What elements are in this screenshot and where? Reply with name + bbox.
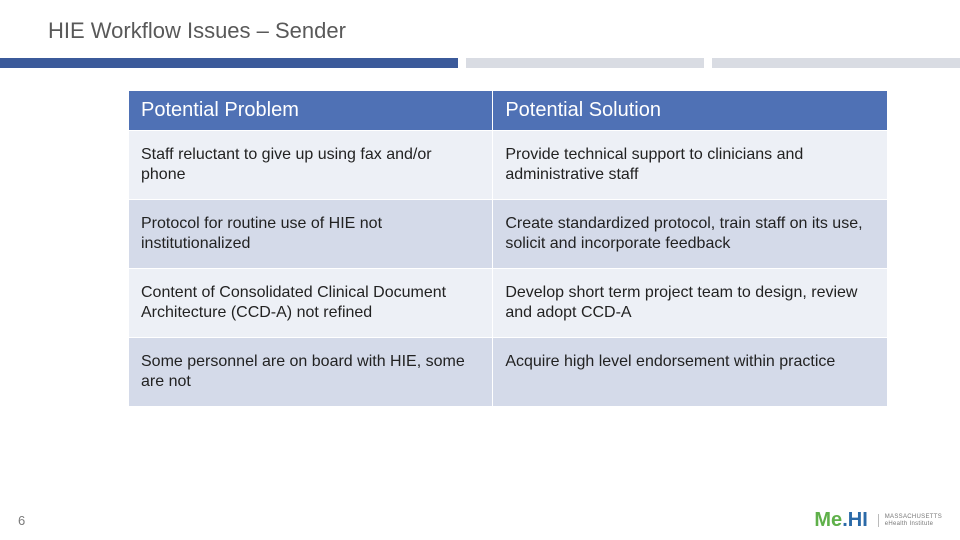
logo-subtitle: MASSACHUSETTS eHealth Institute [878,514,942,527]
footer-logos: Me.HI MASSACHUSETTS eHealth Institute [814,509,942,532]
slide-number: 6 [18,513,25,528]
table-header-problem: Potential Problem [129,91,493,131]
issues-table: Potential Problem Potential Solution Sta… [128,90,888,407]
slide-title: HIE Workflow Issues – Sender [48,18,960,44]
table-header-solution: Potential Solution [493,91,888,131]
title-area: HIE Workflow Issues – Sender [0,0,960,44]
mehi-logo: Me.HI [814,509,867,532]
table-row: Content of Consolidated Clinical Documen… [129,269,888,338]
table-row: Protocol for routine use of HIE not inst… [129,200,888,269]
table-header-row: Potential Problem Potential Solution [129,91,888,131]
logo-text-hi: HI [848,509,868,532]
cell-solution: Acquire high level endorsement within pr… [493,338,888,407]
table-row: Staff reluctant to give up using fax and… [129,131,888,200]
divider-segment-secondary [466,58,704,68]
table-container: Potential Problem Potential Solution Sta… [128,90,888,407]
divider-segment-primary [0,58,458,68]
cell-problem: Some personnel are on board with HIE, so… [129,338,493,407]
divider-bar [0,58,960,68]
cell-solution: Create standardized protocol, train staf… [493,200,888,269]
cell-problem: Staff reluctant to give up using fax and… [129,131,493,200]
divider-segment-tertiary [712,58,960,68]
logo-sub-line1: MASSACHUSETTS [885,514,942,521]
cell-solution: Develop short term project team to desig… [493,269,888,338]
cell-problem: Protocol for routine use of HIE not inst… [129,200,493,269]
cell-solution: Provide technical support to clinicians … [493,131,888,200]
logo-text-me: Me [814,509,842,532]
logo-sub-line2: eHealth Institute [885,521,942,528]
table-row: Some personnel are on board with HIE, so… [129,338,888,407]
cell-problem: Content of Consolidated Clinical Documen… [129,269,493,338]
